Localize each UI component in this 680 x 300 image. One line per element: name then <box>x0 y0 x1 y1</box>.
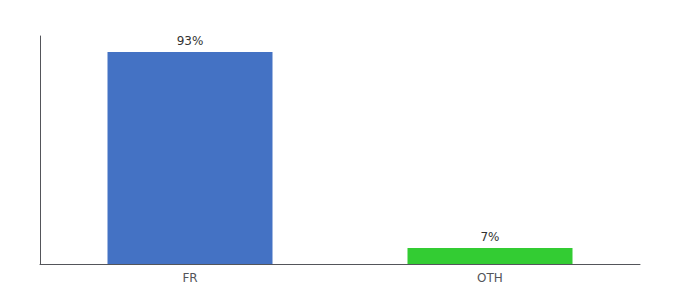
svg-text:93%: 93% <box>177 34 204 48</box>
svg-text:FR: FR <box>182 271 197 285</box>
svg-text:OTH: OTH <box>477 271 503 285</box>
svg-text:7%: 7% <box>480 230 499 244</box>
